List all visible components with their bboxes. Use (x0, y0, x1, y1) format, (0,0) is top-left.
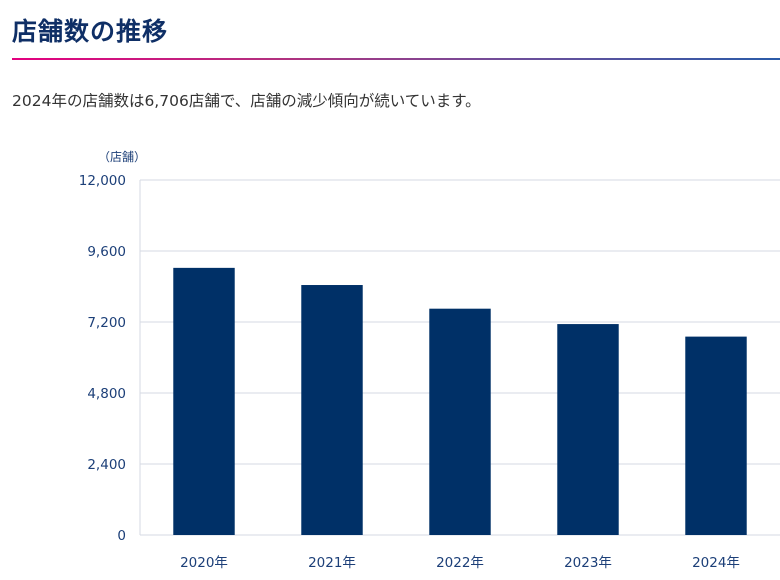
x-tick-label: 2023年 (564, 555, 612, 571)
y-tick-label: 4,800 (87, 386, 126, 402)
bar-2021年 (301, 285, 363, 535)
y-axis-unit-label: （店舗） (98, 150, 146, 164)
summary-text: 2024年の店舗数は6,706店舗で、店舗の減少傾向が続いています。 (12, 92, 481, 110)
x-tick-label: 2022年 (436, 555, 484, 571)
x-tick-label: 2020年 (180, 555, 228, 571)
x-tick-label: 2021年 (308, 555, 356, 571)
y-tick-label: 2,400 (87, 457, 126, 473)
y-tick-label: 7,200 (87, 315, 126, 331)
y-tick-label: 9,600 (87, 244, 126, 260)
x-tick-label: 2024年 (692, 555, 740, 571)
title-divider (12, 58, 780, 60)
y-tick-label: 0 (117, 528, 126, 544)
bar-2023年 (557, 324, 619, 535)
x-axis-ticks: 2020年 2021年 2022年 2023年 2024年 (180, 555, 740, 571)
y-tick-label: 12,000 (79, 173, 126, 189)
bar-2024年 (685, 336, 747, 535)
bars (173, 267, 747, 535)
y-axis-ticks: 0 2,400 4,800 7,200 9,600 12,000 (79, 173, 126, 544)
bar-2022年 (429, 308, 491, 535)
bar-2020年 (173, 267, 235, 535)
page-title: 店舗数の推移 (12, 17, 169, 46)
